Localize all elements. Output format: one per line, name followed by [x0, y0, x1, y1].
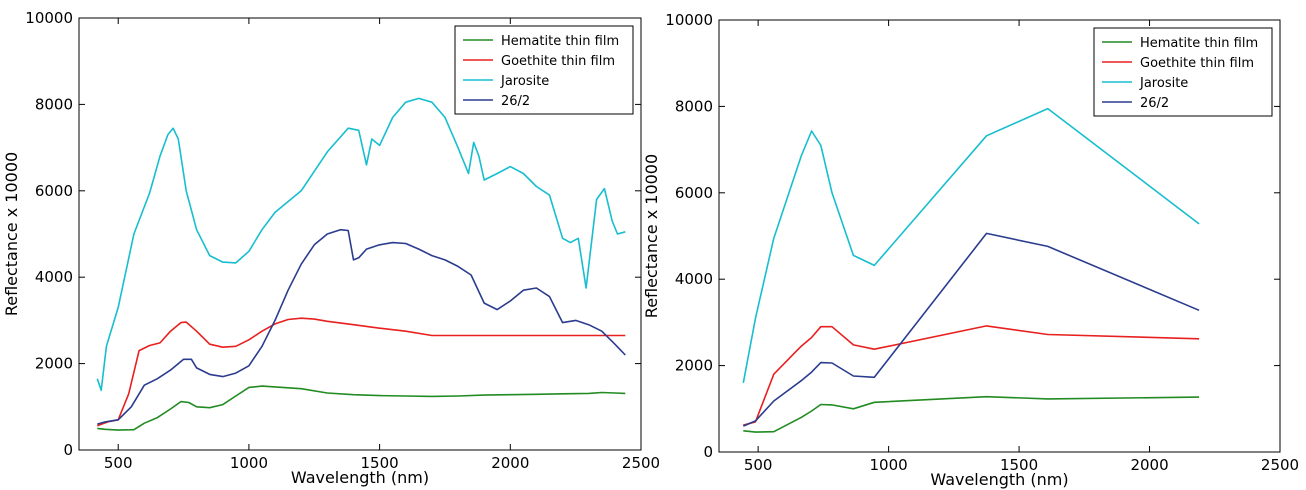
series-line-3 — [742, 107, 1200, 384]
x-tick-label: 500 — [744, 456, 773, 474]
legend-label: Jarosite — [1139, 76, 1188, 91]
y-tick-label: 0 — [63, 441, 73, 459]
series-line-1 — [97, 385, 626, 431]
x-tick-label: 2000 — [491, 454, 529, 472]
legend-label: Hematite thin film — [1140, 36, 1258, 51]
y-axis-title: Reflectance x 10000 — [2, 152, 21, 316]
legend-label: Hematite thin film — [501, 34, 619, 49]
plot-frame — [78, 17, 642, 451]
legend: Hematite thin film Goethite thin film Jaro… — [1093, 27, 1273, 117]
y-tick-label: 2000 — [35, 355, 73, 373]
y-tick-label: 0 — [703, 443, 713, 461]
x-axis-title: Wavelength (nm) — [291, 468, 429, 487]
y-tick-label: 4000 — [675, 270, 713, 288]
plot-frame — [718, 19, 1281, 453]
x-tick-label: 1000 — [870, 456, 908, 474]
y-tick-label: 6000 — [35, 182, 73, 200]
series-line-3 — [96, 97, 626, 392]
series-line-2 — [97, 317, 626, 427]
x-tick-label: 500 — [104, 454, 133, 472]
x-axis-title: Wavelength (nm) — [930, 470, 1068, 489]
x-tick-label: 2500 — [1261, 456, 1299, 474]
y-axis-title: Reflectance x 10000 — [642, 154, 661, 318]
y-tick-label: 10000 — [665, 11, 713, 29]
y-tick-label: 8000 — [675, 97, 713, 115]
legend-label: 26/2 — [1140, 96, 1169, 111]
y-tick-label: 10000 — [25, 9, 73, 27]
y-tick-label: 4000 — [35, 268, 73, 286]
y-tick-label: 6000 — [675, 184, 713, 202]
legend: Hematite thin film Goethite thin film Jaro… — [454, 25, 634, 115]
legend-label: Goethite thin film — [501, 54, 615, 69]
chart-panel-1: 500 1000 1500 2000 2500 0 2000 4000 6000 8000 1000… — [2, 9, 660, 487]
series-line-2 — [743, 325, 1200, 426]
legend-label: Jarosite — [500, 74, 549, 89]
series-line-4 — [742, 232, 1200, 427]
x-tick-label: 1500 — [361, 454, 399, 472]
y-tick-label: 8000 — [35, 95, 73, 113]
chart-panel-2: 500 1000 1500 2000 2500 0 2000 4000 6000 8000 1000… — [642, 11, 1299, 489]
series-line-4 — [97, 228, 626, 425]
legend-label: Goethite thin film — [1140, 56, 1254, 71]
series-line-1 — [743, 395, 1200, 433]
x-tick-label: 1500 — [1000, 456, 1038, 474]
x-tick-label: 1000 — [230, 454, 268, 472]
x-tick-label: 2500 — [622, 454, 660, 472]
x-tick-label: 2000 — [1130, 456, 1168, 474]
y-tick-label: 2000 — [675, 357, 713, 375]
legend-label: 26/2 — [501, 94, 530, 109]
